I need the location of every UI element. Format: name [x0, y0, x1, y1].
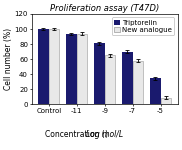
- Bar: [38, 29, 49, 105]
- Title: Proliferation assay (T47D): Proliferation assay (T47D): [50, 4, 159, 13]
- Legend: Triptorelin, New analogue: Triptorelin, New analogue: [112, 17, 174, 35]
- Bar: [133, 61, 143, 105]
- Text: Log mol/L: Log mol/L: [86, 130, 123, 139]
- Y-axis label: Cell number (%): Cell number (%): [4, 28, 13, 90]
- Bar: [105, 56, 115, 105]
- Bar: [49, 29, 59, 105]
- Bar: [77, 34, 87, 105]
- Bar: [66, 34, 77, 105]
- Bar: [122, 52, 133, 105]
- Bar: [94, 43, 105, 105]
- Text: Concentration (: Concentration (: [45, 130, 105, 139]
- Text: ): ): [105, 130, 108, 139]
- Bar: [150, 78, 161, 105]
- Bar: [161, 98, 171, 105]
